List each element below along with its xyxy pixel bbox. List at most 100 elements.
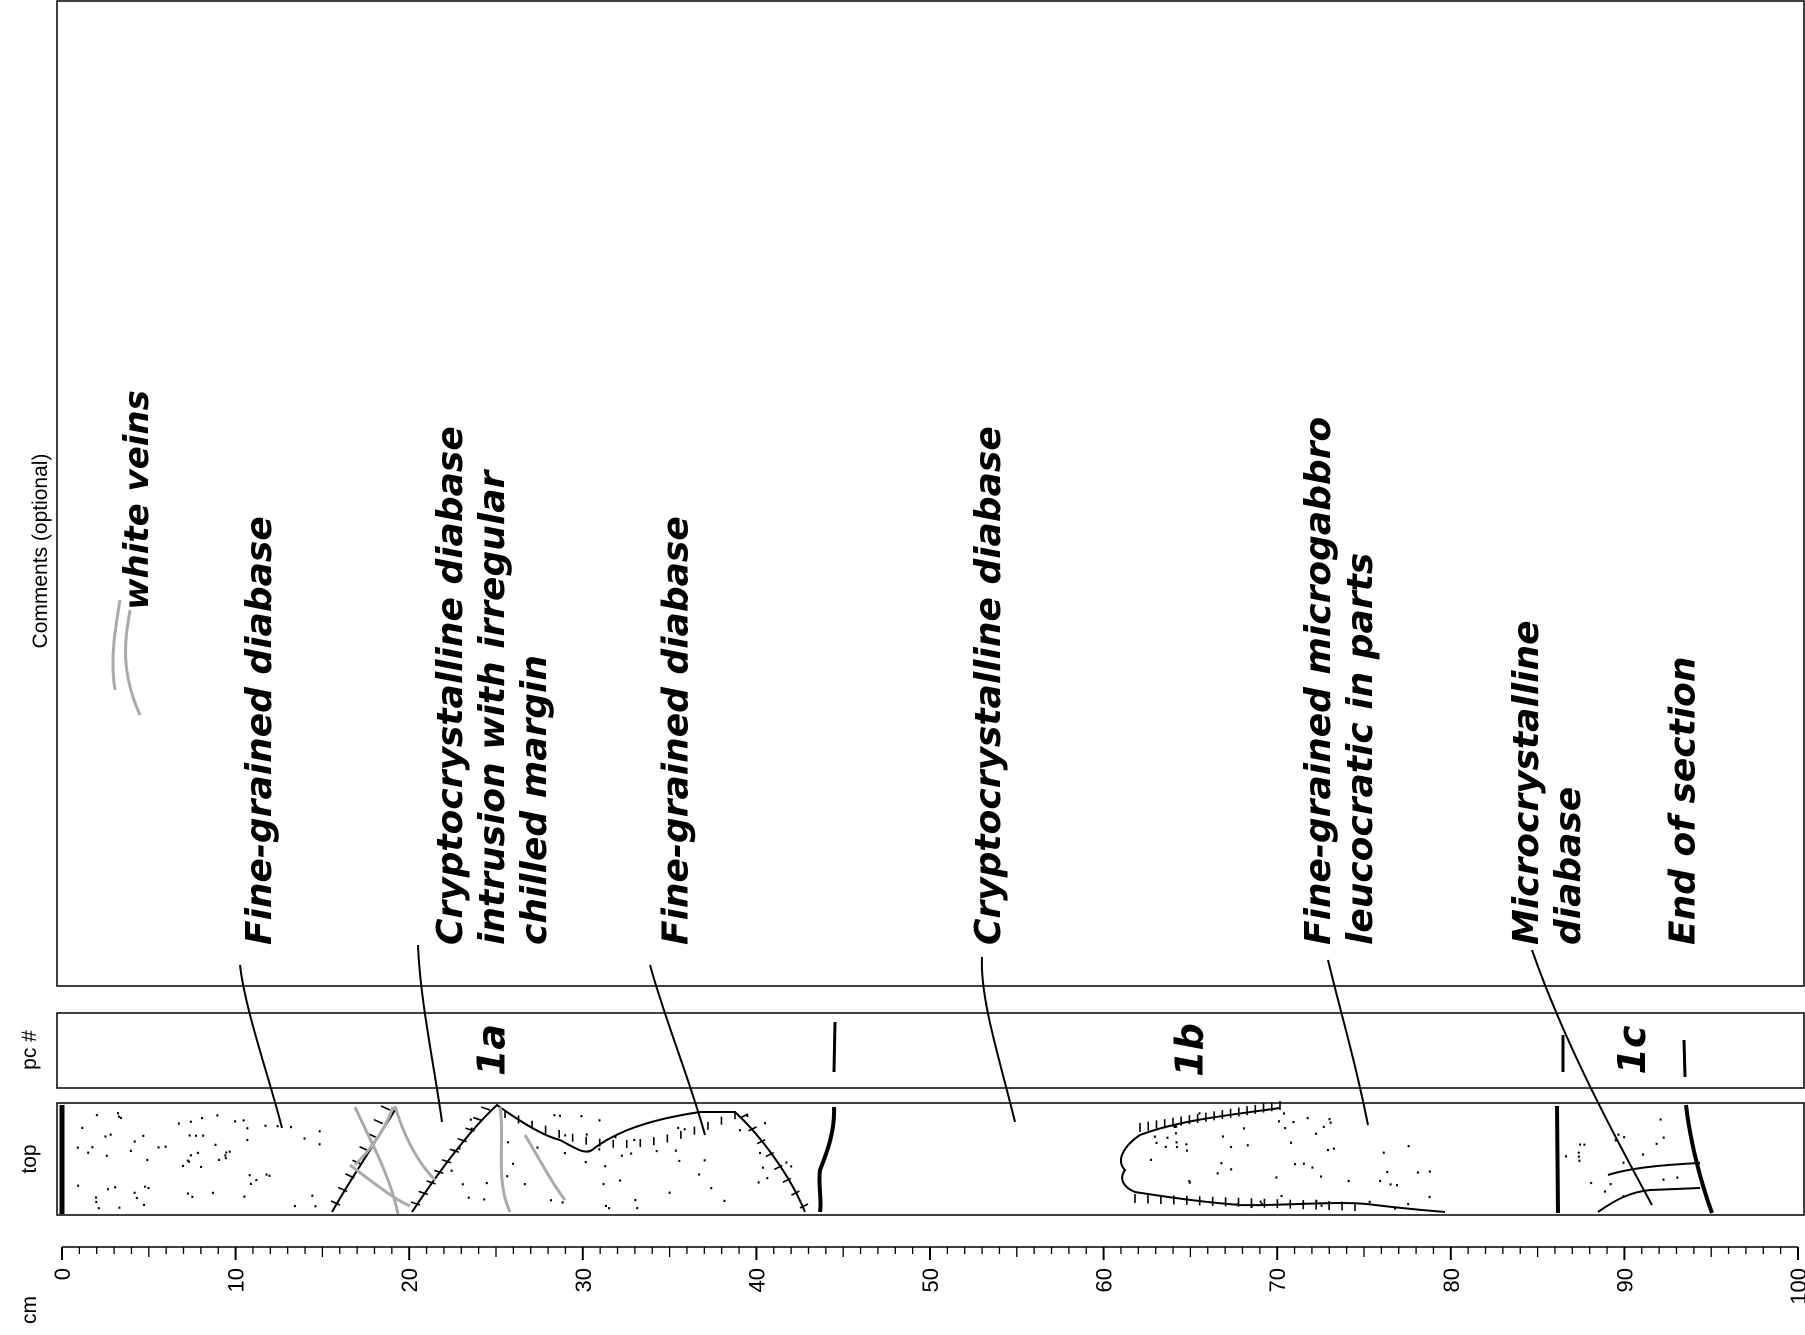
stipple-dot: [1617, 1133, 1620, 1136]
stipple-dot: [1614, 1139, 1617, 1142]
fracture-1: [1597, 1187, 1701, 1213]
stipple-dot: [188, 1134, 191, 1137]
stipple-dot: [580, 1115, 583, 1118]
stipple-dot: [630, 1152, 633, 1155]
top-row-label: top: [18, 1144, 41, 1173]
stipple-dot: [188, 1160, 191, 1163]
stipple-dot: [1347, 1179, 1350, 1183]
piece-boundary-1: [817, 1106, 837, 1213]
white-veins-legend: white veins: [111, 390, 157, 716]
stipple-dot: [118, 1115, 121, 1118]
stipple-dot: [1185, 1149, 1188, 1152]
stipple-dot: [104, 1135, 107, 1138]
core-drawing: [59, 1101, 1714, 1215]
stipple-dot: [142, 1134, 145, 1137]
stipple-dot: [614, 1136, 617, 1139]
stipple-dot: [1332, 1147, 1335, 1150]
stipple-dot: [1609, 1183, 1612, 1186]
stipple-dot: [1259, 1200, 1262, 1203]
stipple-dot: [634, 1198, 637, 1202]
stipple-dot: [290, 1125, 293, 1129]
stipple-dot: [1198, 1112, 1201, 1115]
pc-row-label: pc #: [18, 1030, 41, 1070]
stipple-dot: [1662, 1178, 1665, 1181]
stipple-dot: [738, 1129, 741, 1132]
white-vein-swatch: [111, 599, 122, 691]
stipple-dot: [1622, 1161, 1625, 1164]
hatch-mark: [441, 1159, 452, 1164]
stipple-dot: [1407, 1145, 1410, 1148]
hatch-mark: [449, 1148, 460, 1153]
stipple-dot: [608, 1207, 611, 1210]
stipple-dot: [95, 1196, 98, 1199]
stipple-dot: [181, 1164, 184, 1168]
stipple-dot: [1662, 1136, 1665, 1139]
stipple-dot: [1188, 1180, 1191, 1183]
stipple-dot: [1282, 1112, 1285, 1115]
stipple-dot: [243, 1195, 246, 1198]
stipple-dot: [105, 1154, 108, 1157]
stipple-dot: [1659, 1118, 1662, 1121]
comment-text: Fine-grained diabase: [656, 516, 697, 945]
stipple-dot: [766, 1177, 769, 1180]
stipple-dot: [764, 1122, 767, 1125]
comments-panel[interactable]: [56, 0, 1805, 987]
stipple-dot: [604, 1165, 607, 1168]
ruler-tick-label: 0: [50, 1268, 75, 1280]
stipple-dot: [1428, 1195, 1431, 1199]
hatch-mark: [330, 1200, 341, 1206]
ruler-tick-label: 100: [1786, 1268, 1805, 1305]
ruler-tick-label: 30: [571, 1268, 596, 1292]
hatch-mark: [799, 1203, 809, 1209]
stipple-dot: [202, 1134, 205, 1137]
comment-text: chilled margin: [514, 655, 555, 945]
stipple-dot: [710, 1187, 713, 1190]
comment-text: intrusion with irregular: [472, 469, 513, 945]
comments-row-label: Comments (optional): [29, 454, 52, 649]
stipple-dot: [467, 1196, 470, 1199]
stipple-dot: [1623, 1136, 1626, 1139]
stipple-dot: [95, 1200, 98, 1204]
stipple-dot: [584, 1160, 587, 1164]
pc-boundary-mark-3: [1682, 1039, 1687, 1078]
hatch-mark: [782, 1177, 792, 1184]
stipple-dot: [1394, 1207, 1397, 1210]
piece-number-panel[interactable]: [56, 1012, 1805, 1089]
stipple-dot: [1290, 1141, 1293, 1144]
stipple-dot: [318, 1130, 321, 1133]
stipple-dot: [1188, 1181, 1191, 1184]
core-panel[interactable]: [56, 1102, 1805, 1216]
stipple-dot: [698, 1173, 701, 1176]
piece-label: 1c: [1610, 1025, 1654, 1074]
stipple-dot: [563, 1152, 566, 1155]
stipple-dot: [1294, 1163, 1297, 1166]
stipple-dot: [177, 1122, 180, 1125]
stipple-dot: [523, 1183, 526, 1186]
stipple-dot: [1368, 1200, 1371, 1203]
stipple-dot: [87, 1151, 90, 1154]
stipple-dot: [636, 1207, 639, 1210]
hatch-mark: [791, 1190, 800, 1196]
stipple-dot: [242, 1119, 245, 1122]
stipple-dot: [1416, 1171, 1419, 1174]
stipple-dot: [311, 1194, 314, 1197]
stipple-dot: [1175, 1141, 1178, 1144]
piece-label: 1a: [470, 1024, 514, 1076]
stipple-dot: [1155, 1141, 1158, 1144]
stipple-dot: [211, 1191, 214, 1194]
pc-boundary-mark-1: [832, 1021, 837, 1073]
stipple-dot: [268, 1174, 271, 1177]
comment-text: Cryptocrystalline diabase: [430, 426, 471, 945]
intrusion-margin-right: [411, 1103, 806, 1213]
comment-text: Cryptocrystalline diabase: [968, 426, 1009, 945]
stipple-dot: [561, 1201, 564, 1204]
comment-text: diabase: [1548, 787, 1589, 945]
stipple-dot: [598, 1148, 601, 1151]
stipple-dot: [1320, 1175, 1323, 1178]
stipple-dot: [186, 1159, 189, 1162]
stipple-dot: [1246, 1144, 1249, 1147]
stipple-dot: [1175, 1145, 1178, 1149]
stipple-dot: [1329, 1121, 1332, 1124]
hatch-mark: [480, 1106, 491, 1111]
stipple-dot: [189, 1154, 192, 1157]
